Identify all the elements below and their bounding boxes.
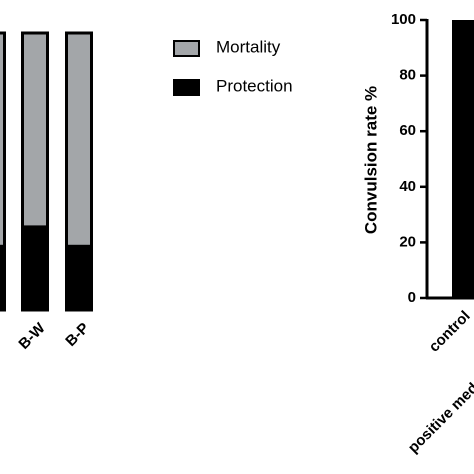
bar-segment bbox=[0, 31, 6, 248]
legend-label: Mortality bbox=[216, 37, 281, 56]
x-tick-label: positive med bbox=[405, 380, 474, 457]
y-tick-label: 40 bbox=[399, 178, 416, 195]
y-tick-label: 20 bbox=[399, 233, 416, 250]
bar bbox=[452, 20, 474, 298]
legend-swatch bbox=[173, 79, 200, 96]
x-tick-label: control bbox=[426, 308, 474, 356]
y-tick-label: 80 bbox=[399, 67, 416, 84]
y-axis-label: Convulsion rate % bbox=[361, 86, 380, 234]
x-tick-label: B-P bbox=[62, 320, 92, 350]
y-tick-label: 0 bbox=[408, 289, 416, 306]
bar-segment bbox=[21, 225, 49, 312]
x-tick-label: B-W bbox=[15, 319, 49, 353]
y-tick-label: 100 bbox=[391, 11, 416, 28]
bar-segment bbox=[65, 244, 93, 312]
legend-swatch bbox=[173, 40, 200, 57]
bar-segment bbox=[65, 31, 93, 248]
y-tick-label: 60 bbox=[399, 122, 416, 139]
bar-segment bbox=[0, 244, 6, 312]
legend-label: Protection bbox=[216, 76, 293, 95]
bar-segment bbox=[21, 31, 49, 229]
